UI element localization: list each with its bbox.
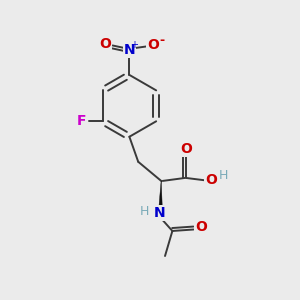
Text: H: H — [140, 205, 149, 218]
Text: O: O — [195, 220, 207, 234]
Text: -: - — [159, 34, 164, 47]
Text: H: H — [219, 169, 228, 182]
Text: O: O — [180, 142, 192, 155]
Text: N: N — [153, 206, 165, 220]
Text: F: F — [77, 114, 86, 128]
Text: O: O — [205, 173, 217, 187]
Text: N: N — [124, 43, 135, 57]
Text: +: + — [130, 40, 138, 50]
Polygon shape — [159, 181, 162, 206]
Text: O: O — [99, 37, 111, 51]
Text: O: O — [147, 38, 159, 52]
